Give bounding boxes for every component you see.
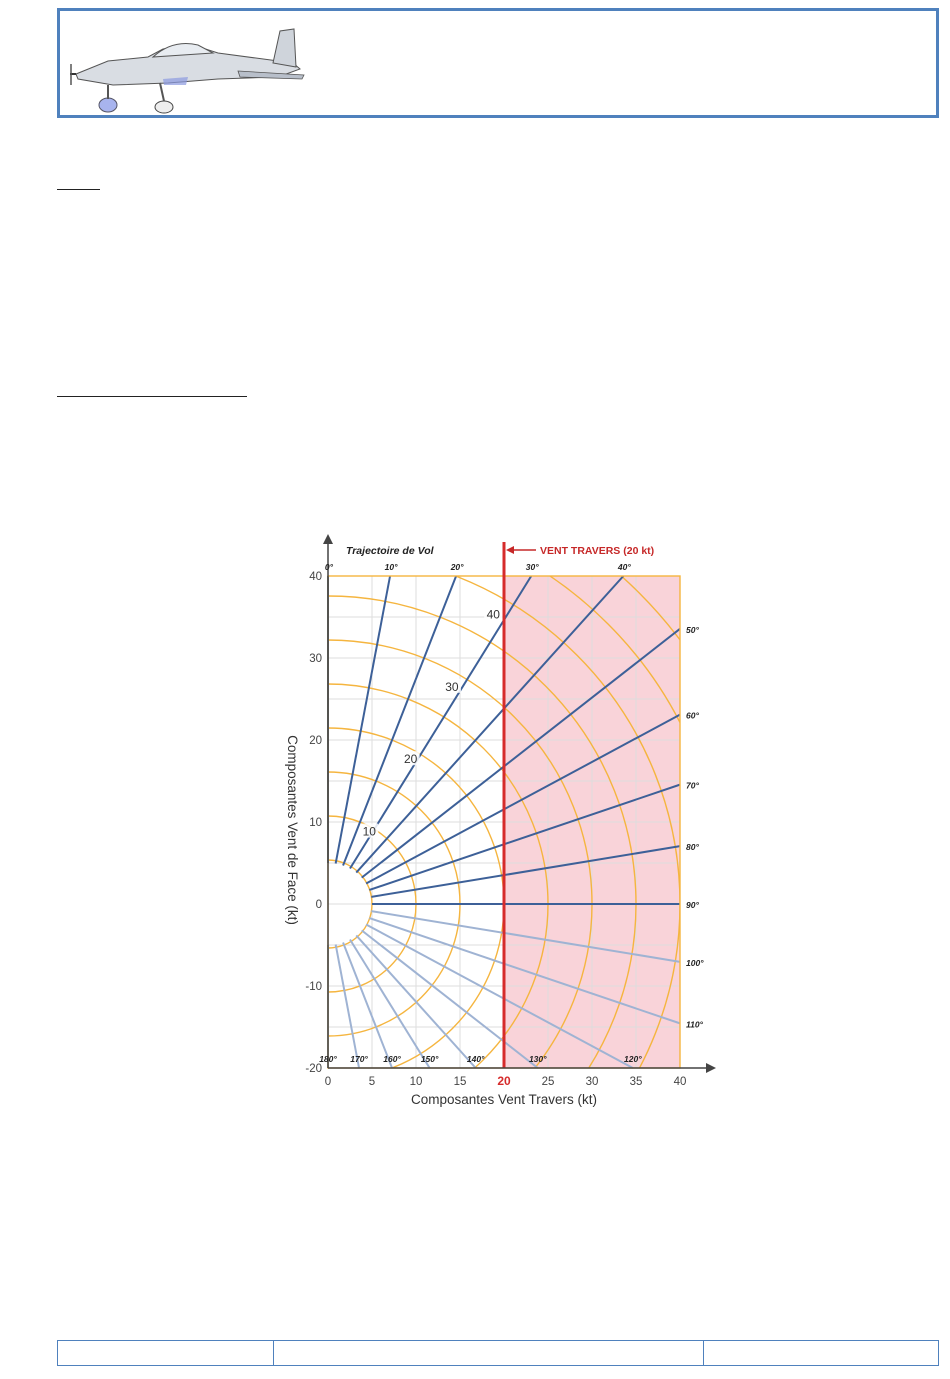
flight-path-radial [349,575,533,870]
footer-table [57,1340,939,1366]
x-tick-label: 25 [542,1076,555,1088]
x-tick-label: 15 [454,1076,467,1088]
angle-label: 0° [325,562,334,572]
flight-path-radial [355,575,625,874]
y-tick-label: 10 [309,817,322,829]
chart-canvas: 0 5 10 15 20 25 30 35 40 40 30 20 10 0 -10 -20 0° 10° 20°… [285,534,716,1107]
flight-path-radial [371,845,681,898]
flight-path-radial [369,917,681,1025]
flight-path-radial [365,713,681,885]
flight-path-radial [369,783,681,891]
y-tick-label: 30 [309,653,322,665]
angle-label: 140° [467,1054,485,1064]
flight-path-radial [361,627,681,879]
y-tick-label: 40 [309,571,322,583]
x-tick-label: 40 [674,1076,687,1088]
y-axis-label: Composantes Vent de Face (kt) [285,735,300,925]
x-tick-label: 20 [497,1074,511,1088]
chart-title: Trajectoire de Vol [346,545,435,557]
flight-path-radial [355,934,477,1069]
y-tick-label: -10 [305,981,322,993]
y-tick-label: -20 [305,1063,322,1075]
x-tick-label: 10 [410,1076,423,1088]
crosswind-chart: 0 5 10 15 20 25 30 35 40 40 30 20 10 0 -10 -20 0° 10° 20°… [270,528,730,1118]
y-tick-label: 20 [309,735,322,747]
aircraft-logo [70,28,305,114]
x-tick-label: 5 [369,1076,375,1088]
angle-label: 110° [686,1019,704,1029]
angle-label: 30° [526,562,539,572]
x-tick-label: 0 [325,1076,331,1088]
axes [323,534,716,1073]
footer-cell [704,1341,938,1365]
angle-label: 170° [350,1054,368,1064]
y-tick-label: 0 [316,899,322,911]
arc-labels: 10 20 30 40 [360,606,503,839]
tick-labels: 0 5 10 15 20 25 30 35 40 40 30 20 10 0 -10 -20 [305,571,686,1088]
section-underline [57,396,247,397]
arc-label: 10 [363,825,377,839]
flight-path-radial [334,575,392,864]
angle-label: 10° [385,562,398,572]
angle-label: 50° [686,625,699,635]
flight-path-radial [342,942,393,1069]
flight-path-radial [365,923,634,1069]
flight-path-radial [334,944,361,1069]
angle-label: 20° [450,562,464,572]
arc-label: 40 [487,607,501,621]
footer-cell [274,1341,704,1365]
arc-label-bg [360,823,379,838]
flight-path-radial [349,938,431,1069]
angle-label: 100° [686,958,704,968]
arc-label: 30 [445,680,459,694]
angle-label: 120° [624,1054,642,1064]
angle-label: 160° [383,1054,401,1064]
angle-label: 40° [617,562,631,572]
x-axis-label: Composantes Vent Travers (kt) [411,1092,597,1107]
x-tick-label: 35 [630,1076,643,1088]
angle-labels: 0° 10° 20° 30° 40° 50° 60° 70° 80° 90° 100° 110° 120… [319,562,704,1064]
y-axis-arrow [323,534,333,544]
footer-cell [58,1341,274,1365]
flight-path-radial [361,929,539,1069]
x-tick-label: 30 [586,1076,599,1088]
arc-label: 20 [404,752,418,766]
flight-path-radial [342,575,458,866]
angle-label: 180° [319,1054,337,1064]
arc-label-bg [442,678,461,693]
section-underline [57,189,100,190]
arc-label-bg [484,606,503,621]
angle-label: 130° [529,1054,547,1064]
angle-label: 80° [686,842,699,852]
header-box [57,8,939,118]
angle-label: 60° [686,711,699,721]
arc-label-bg [401,751,420,766]
angle-label: 70° [686,781,699,791]
angle-label: 150° [421,1054,439,1064]
highlight-arrow-head [506,546,514,554]
angle-label: 90° [686,900,699,910]
highlight-label: VENT TRAVERS (20 kt) [540,545,654,557]
flight-path-radial [371,910,681,963]
x-axis-arrow [706,1063,716,1073]
